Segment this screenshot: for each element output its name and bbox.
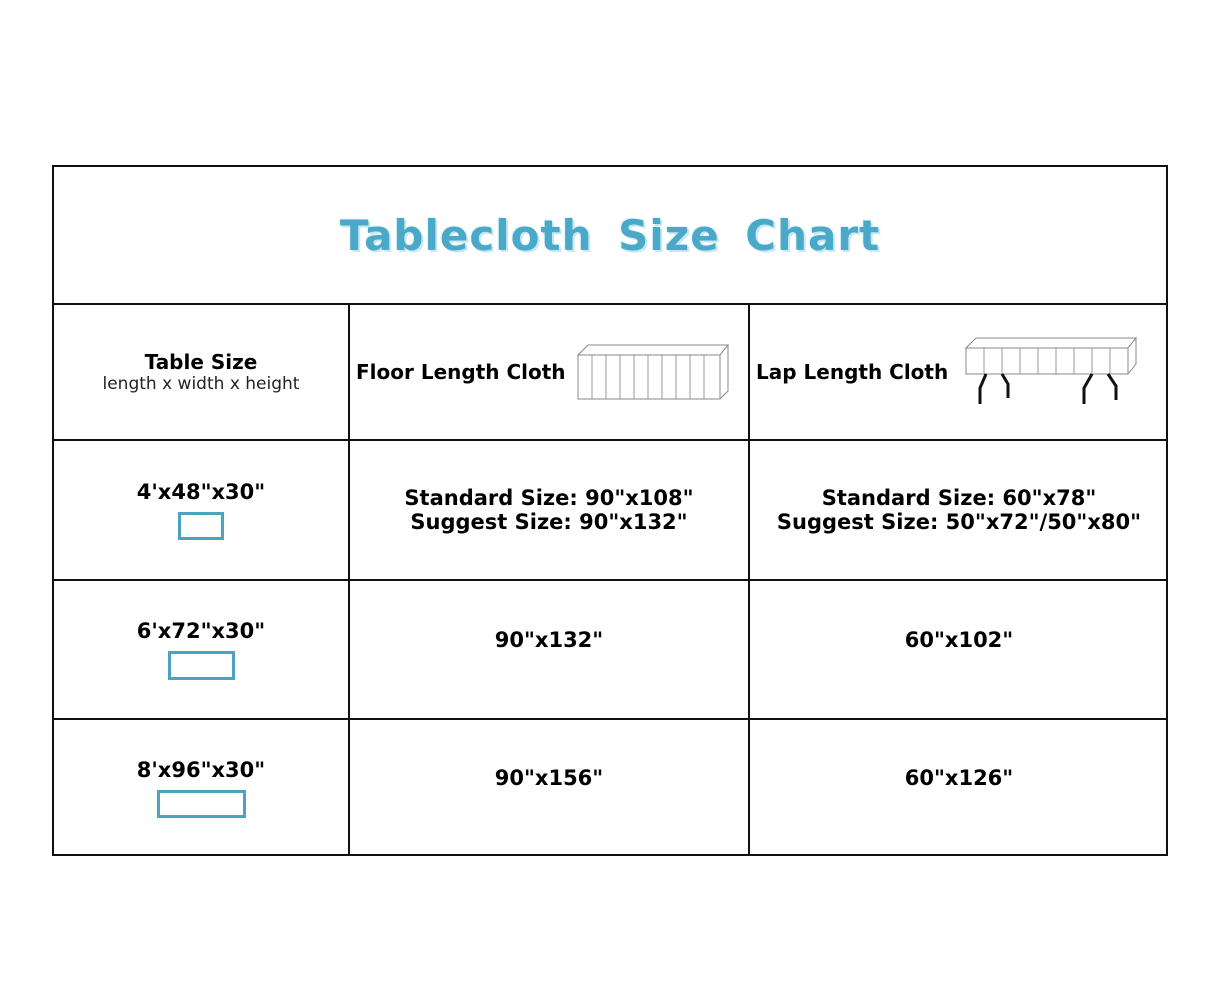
- header-floor-length: Floor Length Cloth: [350, 305, 748, 439]
- lap-standard-size: Standard Size: 60"x78": [821, 486, 1097, 510]
- header-floor-length-label: Floor Length Cloth: [356, 360, 566, 384]
- table-row-lap: Standard Size: 60"x78" Suggest Size: 50"…: [750, 441, 1168, 579]
- floor-size: 90"x132": [494, 627, 604, 652]
- lap-length-table-icon: [965, 336, 1138, 404]
- table-row-floor: 90"x132": [350, 581, 748, 718]
- table-row-floor: 90"x156": [350, 720, 748, 856]
- table-row-size: 6'x72"x30": [54, 581, 348, 718]
- table-size-value: 8'x96"x30": [136, 758, 266, 782]
- table-shape-icon: [167, 651, 235, 680]
- header-table-size: Table Size length x width x height: [54, 305, 348, 439]
- lap-suggest-size: Suggest Size: 50"x72"/50"x80": [776, 510, 1142, 534]
- lap-size: 60"x102": [904, 627, 1014, 652]
- table-size-value: 6'x72"x30": [136, 619, 266, 643]
- table-row-floor: Standard Size: 90"x108" Suggest Size: 90…: [350, 441, 748, 579]
- size-chart-table: Tablecloth Size Chart Table Size length …: [52, 165, 1168, 856]
- table-shape-icon: [178, 512, 224, 540]
- floor-length-table-icon: [576, 343, 729, 400]
- floor-suggest-size: Suggest Size: 90"x132": [410, 510, 688, 534]
- table-row-lap: 60"x126": [750, 720, 1168, 856]
- floor-standard-size: Standard Size: 90"x108": [404, 486, 694, 510]
- chart-title: Tablecloth Size Chart: [339, 211, 881, 260]
- table-size-value: 4'x48"x30": [136, 480, 266, 504]
- header-lap-length: Lap Length Cloth: [750, 305, 1168, 439]
- table-row-size: 8'x96"x30": [54, 720, 348, 856]
- floor-size: 90"x156": [494, 766, 604, 790]
- header-table-size-title: Table Size: [144, 350, 258, 374]
- table-row-lap: 60"x102": [750, 581, 1168, 718]
- table-shape-icon: [156, 790, 246, 818]
- header-table-size-subtitle: length x width x height: [102, 374, 300, 394]
- lap-size: 60"x126": [904, 766, 1014, 790]
- table-row-size: 4'x48"x30": [54, 441, 348, 579]
- header-lap-length-label: Lap Length Cloth: [756, 360, 949, 384]
